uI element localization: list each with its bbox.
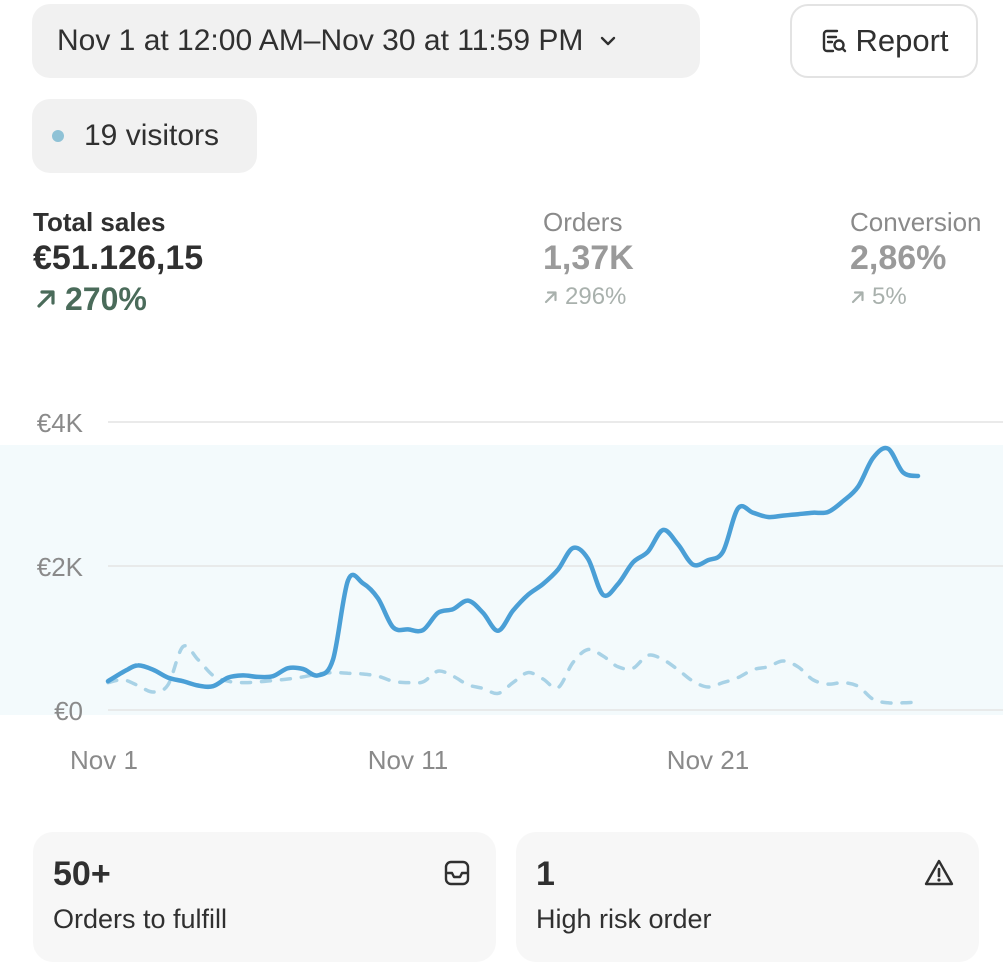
arrow-up-right-icon <box>543 289 559 305</box>
comparison-series-line <box>106 644 920 705</box>
y-tick-label: €4K <box>37 408 84 438</box>
visitors-badge[interactable]: 19 visitors <box>32 99 257 173</box>
metric-value: 2,86% <box>850 239 947 277</box>
card-number: 50+ <box>53 855 111 893</box>
metric-value: 1,37K <box>543 239 634 277</box>
visitors-label: 19 visitors <box>84 119 220 152</box>
metric-delta-value: 296% <box>565 283 627 310</box>
chart-background <box>0 445 1003 715</box>
report-button[interactable]: Report <box>790 4 978 78</box>
y-tick-label: €2K <box>37 552 84 582</box>
x-tick-label: Nov 21 <box>667 745 749 775</box>
visitors-dot-icon <box>52 130 64 142</box>
metric-value: €51.126,15 <box>33 239 204 277</box>
date-range-selector[interactable]: Nov 1 at 12:00 AM–Nov 30 at 11:59 PM <box>32 4 700 78</box>
card-label: High risk order <box>536 904 712 934</box>
metric-orders[interactable]: Orders 1,37K 296% <box>543 207 634 313</box>
metric-label: Orders <box>543 207 623 237</box>
card-number: 1 <box>536 855 555 893</box>
metric-delta: 5% <box>850 281 982 313</box>
metric-delta: 296% <box>543 281 634 313</box>
card-label: Orders to fulfill <box>53 904 228 934</box>
metric-delta-value: 5% <box>872 283 907 310</box>
y-tick-label: €0 <box>54 696 83 726</box>
x-tick-label: Nov 11 <box>368 745 448 775</box>
arrow-up-right-icon <box>33 286 59 312</box>
metric-total-sales[interactable]: Total sales €51.126,15 270% <box>33 207 203 319</box>
current-series-line <box>105 445 921 690</box>
arrow-up-right-icon <box>850 289 866 305</box>
metric-label: Total sales <box>33 207 166 237</box>
chevron-down-icon <box>597 30 619 52</box>
date-range-label: Nov 1 at 12:00 AM–Nov 30 at 11:59 PM <box>57 24 584 57</box>
x-tick-label: Nov 1 <box>70 745 138 775</box>
metric-delta-value: 270% <box>65 281 147 317</box>
inbox-icon <box>442 858 472 888</box>
metric-label: Conversion <box>850 207 982 237</box>
orders-to-fulfill-card[interactable]: 50+ Orders to fulfill <box>33 832 496 962</box>
report-label: Report <box>855 23 949 58</box>
metric-conversion[interactable]: Conversion 2,86% 5% <box>850 207 982 313</box>
sales-line-chart[interactable]: €4K €2K €0 Nov 1 Nov 11 Nov 21 <box>0 390 1003 790</box>
alert-triangle-icon <box>923 858 955 888</box>
metric-delta: 270% <box>33 279 203 319</box>
high-risk-order-card[interactable]: 1 High risk order <box>516 832 979 962</box>
report-search-icon <box>819 26 849 56</box>
